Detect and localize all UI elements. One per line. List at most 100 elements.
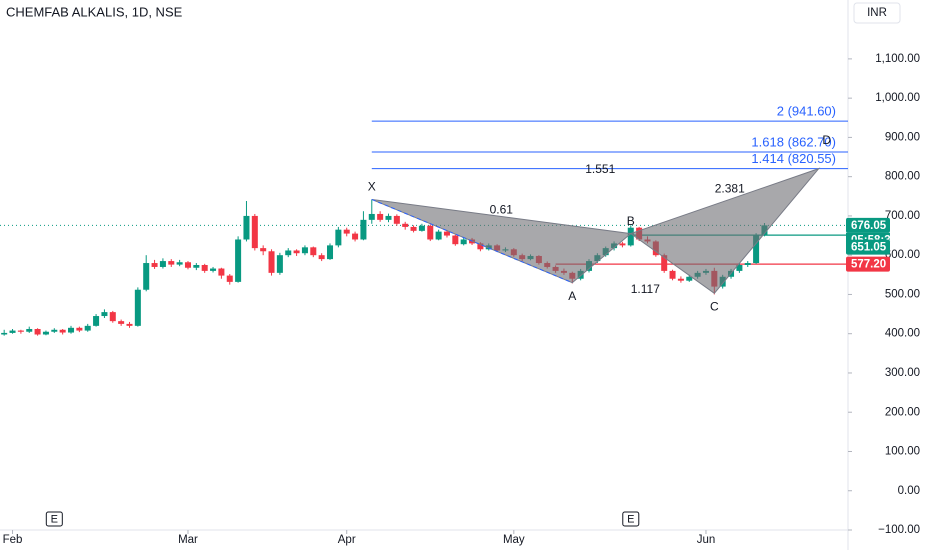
- candle-body: [293, 250, 300, 254]
- candle-body: [93, 316, 100, 326]
- candle-body: [443, 231, 450, 236]
- candle-body: [17, 330, 24, 332]
- candle-body: [201, 265, 208, 271]
- candle-body: [477, 243, 484, 250]
- y-tick-label: 200.00: [885, 406, 920, 418]
- candle-body: [210, 268, 217, 271]
- candle-body: [243, 215, 250, 240]
- fib-label: 2 (941.60): [777, 104, 836, 119]
- y-tick-label: 300.00: [885, 367, 920, 379]
- candle-body: [418, 225, 425, 231]
- candle-body: [184, 262, 191, 268]
- y-tick-label: 100.00: [885, 446, 920, 458]
- y-tick-label: 400.00: [885, 328, 920, 340]
- currency-button[interactable]: [853, 2, 901, 24]
- candle-body: [736, 265, 743, 271]
- pattern-ratio: 0.61: [490, 203, 514, 217]
- candle-body: [42, 331, 49, 335]
- candle-body: [627, 227, 634, 246]
- candle-body: [686, 276, 693, 281]
- candle-body: [268, 251, 275, 273]
- candle-body: [251, 215, 258, 249]
- x-tick-label: Apr: [338, 534, 356, 546]
- pattern-point-label: X: [368, 180, 376, 194]
- pattern-ratio: 1.551: [585, 162, 615, 176]
- x-tick-label: Feb: [3, 534, 23, 546]
- candle-body: [335, 229, 342, 246]
- x-tick-label: May: [503, 534, 525, 546]
- candle-body: [452, 235, 459, 245]
- y-tick-label: 700.00: [885, 210, 920, 222]
- pattern-point-label: B: [627, 214, 635, 228]
- candle-body: [84, 325, 91, 331]
- candle-body: [101, 312, 108, 317]
- candle-body: [276, 255, 283, 273]
- event-label: E: [627, 513, 634, 525]
- chart-title: CHEMFAB ALKALIS, 1D, NSE: [6, 4, 183, 19]
- pattern-bcd: [629, 167, 821, 294]
- candle-body: [218, 268, 225, 276]
- candle-body: [76, 327, 83, 331]
- pattern-ratio: 1.117: [631, 282, 660, 296]
- candle-body: [134, 289, 141, 326]
- candle-body: [677, 278, 684, 281]
- fib-label: 1.618 (862.70): [751, 134, 836, 149]
- candle-body: [669, 270, 676, 279]
- x-tick-label: Jun: [697, 534, 716, 546]
- y-tick-label: 1,000.00: [875, 92, 920, 104]
- candle-body: [360, 219, 367, 240]
- candle-body: [402, 223, 409, 227]
- currency[interactable]: INR: [867, 7, 887, 19]
- candle-body: [34, 328, 41, 335]
- price-tag-label: 577.20: [851, 259, 886, 271]
- y-tick-label: 800.00: [885, 171, 920, 183]
- candle-body: [126, 323, 133, 326]
- price-tag-label: 676.05: [851, 220, 887, 232]
- price-tag: [846, 256, 890, 272]
- candle-body: [385, 215, 392, 220]
- candle-body: [410, 226, 417, 231]
- candle-body: [352, 233, 359, 240]
- candle-body: [310, 247, 317, 256]
- candle-body: [26, 328, 33, 332]
- candle-body: [393, 215, 400, 224]
- candle-body: [619, 243, 626, 246]
- candle-body: [435, 231, 442, 240]
- candle-body: [9, 330, 16, 333]
- candle-body: [327, 245, 334, 260]
- candle-body: [151, 263, 158, 267]
- y-tick-label: 0.00: [898, 485, 920, 497]
- y-tick-label: 500.00: [885, 288, 920, 300]
- price-tag: [846, 217, 890, 233]
- candle-body: [1, 332, 8, 335]
- candle-body: [59, 329, 66, 333]
- event-marker: [622, 511, 640, 527]
- candle-body: [143, 263, 150, 290]
- candle-body: [193, 265, 200, 268]
- candle-body: [118, 321, 125, 324]
- pattern-xa-dash: [371, 198, 573, 284]
- candle-body: [68, 327, 75, 333]
- y-tick-label: −100.00: [878, 524, 920, 536]
- candle-body: [159, 261, 166, 267]
- candle-body: [176, 262, 183, 265]
- price-tag: [846, 239, 890, 255]
- candle-body: [318, 255, 325, 260]
- candle-body: [109, 312, 116, 322]
- pattern-ratio: 2.381: [715, 181, 745, 195]
- event-marker: [45, 511, 63, 527]
- fib-label: 1.414 (820.55): [751, 151, 836, 166]
- y-tick-label: 600.00: [885, 249, 920, 261]
- candle-body: [260, 248, 267, 252]
- candle-body: [460, 239, 467, 245]
- price-tag-label: 651.05: [851, 242, 887, 254]
- y-tick-label: 900.00: [885, 131, 920, 143]
- candle-body: [661, 255, 668, 271]
- candle-body: [368, 213, 375, 220]
- candle-body: [226, 275, 233, 282]
- pattern-point-label: C: [710, 299, 719, 313]
- candle-body: [427, 225, 434, 240]
- candle-body: [285, 250, 292, 256]
